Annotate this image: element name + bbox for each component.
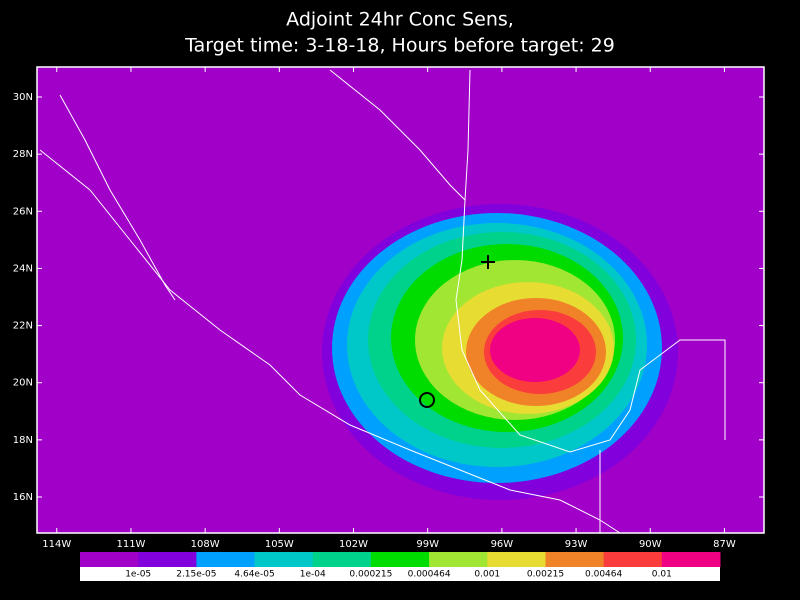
x-tick-label: 99W [416,539,439,550]
y-tick-label: 30N [13,92,33,103]
x-tick-label: 105W [265,539,294,550]
y-tick-label: 26N [13,206,33,217]
x-tick-label: 102W [339,539,368,550]
colorbar-label: 4.64e-05 [234,570,274,580]
x-tick-label: 87W [713,539,736,550]
x-tick-label: 93W [565,539,588,550]
colorbar-label: 0.000464 [408,570,451,580]
colorbar-label: 0.000215 [349,570,392,580]
coastline [455,69,726,453]
colorbar-swatch [545,552,605,567]
colorbar-swatch [254,552,314,567]
y-tick-label: 18N [13,435,33,446]
colorbar-swatch [312,552,372,567]
colorbar-swatch [487,552,546,567]
colorbar-swatch [661,552,721,567]
y-tick-label: 22N [13,321,33,332]
x-tick-label: 96W [491,539,514,550]
colorbar-label: 1e-05 [125,570,151,580]
y-tick-label: 16N [13,492,33,503]
contour-region [490,318,580,382]
colorbar-swatch [80,552,139,567]
coastline [329,69,466,201]
y-tick-label: 20N [13,378,33,389]
plot-area [37,67,764,533]
colorbar-swatch [196,552,256,567]
colorbar-label: 1e-04 [300,570,326,580]
colorbar-label: 2.15e-05 [176,570,216,580]
x-tick-label: 114W [42,539,71,550]
colorbar-label: 0.01 [652,570,672,580]
coastline [59,94,176,301]
y-tick-label: 24N [13,263,33,274]
x-tick-label: 108W [191,539,220,550]
source-marker [419,392,435,408]
coastline [39,149,621,533]
title: Adjoint 24hr Conc Sens, [286,9,514,31]
colorbar-swatch [370,552,430,567]
colorbar-label: 0.00464 [585,570,622,580]
colorbar-swatch [429,552,488,567]
colorbar-swatch [603,552,663,567]
plot-frame [36,66,765,534]
colorbar-label: 0.001 [474,570,500,580]
x-tick-label: 111W [116,539,145,550]
target-marker [481,255,495,269]
colorbar-label-strip [80,567,720,581]
subtitle: Target time: 3-18-18, Hours before targe… [184,35,615,57]
x-tick-label: 90W [639,539,662,550]
colorbar-label: 0.00215 [527,570,564,580]
colorbar-swatch [138,552,197,567]
y-tick-label: 28N [13,149,33,160]
